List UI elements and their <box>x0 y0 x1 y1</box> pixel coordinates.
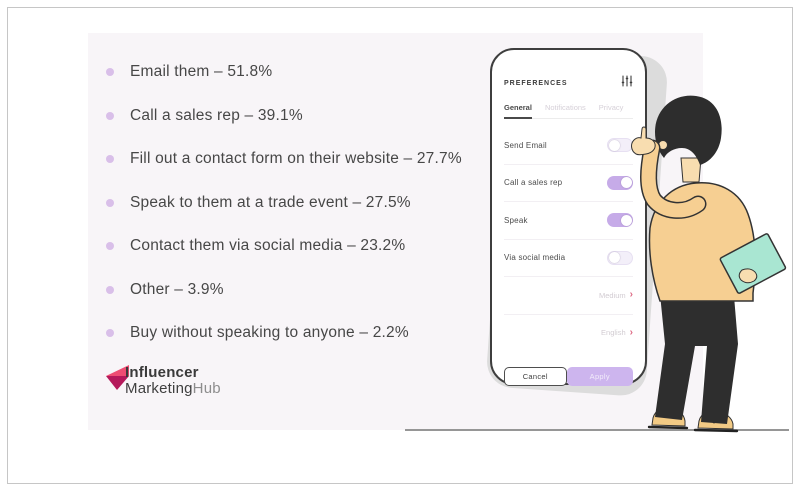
bullet-dot-icon <box>106 285 114 294</box>
ground-line <box>405 429 789 431</box>
stat-list: Email them – 51.8% Call a sales rep – 39… <box>106 63 462 369</box>
neck <box>680 157 702 183</box>
toggle-knob <box>620 214 632 226</box>
toggle-knob <box>609 139 620 151</box>
bullet-dot-icon <box>106 68 114 76</box>
outer-border <box>7 7 793 484</box>
logo-arrow-icon <box>102 363 130 396</box>
phone-header: PREFERENCES <box>504 74 633 92</box>
row-call-sales-rep: Call a sales rep <box>504 165 633 202</box>
bullet-dot-icon <box>106 155 114 163</box>
list-item-label: Buy without speaking to anyone – 2.2% <box>130 324 409 341</box>
row-label: Call a sales rep <box>504 178 563 188</box>
logo-hub: Hub <box>192 380 221 398</box>
list-item: Speak to them at a trade event – 27.5% <box>106 193 462 211</box>
bullet-dot-icon <box>106 242 114 250</box>
apply-button[interactable]: Apply <box>566 367 633 386</box>
list-item: Fill out a contact form on their website… <box>106 150 462 167</box>
list-item: Call a sales rep – 39.1% <box>106 106 462 124</box>
speak-toggle[interactable] <box>607 213 633 228</box>
list-item-label: Speak to them at a trade event – 27.5% <box>130 193 411 211</box>
preferences-phone: PREFERENCES General Notifications Privac… <box>490 48 647 386</box>
bullet-dot-icon <box>106 111 114 120</box>
row-via-social-media: Via social media <box>504 240 633 277</box>
preferences-title: PREFERENCES <box>504 79 568 87</box>
person-illustration <box>631 95 787 433</box>
chevron-right-icon: › <box>629 289 633 301</box>
row-label: Speak <box>504 215 528 225</box>
list-item-label: Email them – 51.8% <box>130 63 273 80</box>
hair <box>655 95 722 165</box>
via-social-media-toggle[interactable] <box>607 250 633 265</box>
bullet-dot-icon <box>106 329 114 337</box>
right-hand <box>738 268 758 284</box>
send-email-toggle[interactable] <box>607 138 633 153</box>
sliders-filter-icon[interactable] <box>621 74 633 92</box>
pointing-arm <box>641 141 705 218</box>
logo-text: Influencer MarketingHub <box>125 364 221 397</box>
select-value: Medium <box>598 290 626 300</box>
row-medium-select[interactable]: Medium › <box>504 277 633 315</box>
phone-tabs: General Notifications Privacy <box>504 103 633 119</box>
tab-privacy[interactable]: Privacy <box>598 103 624 112</box>
pants <box>655 294 738 424</box>
tab-notifications[interactable]: Notifications <box>544 103 586 112</box>
cancel-button[interactable]: Cancel <box>504 367 567 386</box>
logo-line2: MarketingHub <box>125 381 221 397</box>
list-item-label: Contact them via social media – 23.2% <box>130 237 406 254</box>
phone-buttons: Cancel Apply <box>504 367 633 386</box>
list-item: Buy without speaking to anyone – 2.2% <box>106 324 462 341</box>
list-item: Other – 3.9% <box>106 280 462 298</box>
call-sales-rep-toggle[interactable] <box>607 175 633 190</box>
row-send-email: Send Email <box>504 127 633 165</box>
row-english-select[interactable]: English › <box>504 315 633 352</box>
toggle-knob <box>609 252 620 264</box>
list-item: Email them – 51.8% <box>106 63 462 80</box>
bullet-dot-icon <box>106 198 114 207</box>
list-item: Contact them via social media – 23.2% <box>106 237 462 254</box>
row-label: Via social media <box>504 253 566 263</box>
row-label: Send Email <box>504 140 547 150</box>
pointing-hand <box>631 126 656 156</box>
chevron-right-icon: › <box>629 326 633 338</box>
list-item-label: Call a sales rep – 39.1% <box>130 106 303 124</box>
select-value: English <box>601 328 626 338</box>
influencer-marketinghub-logo: Influencer MarketingHub <box>102 363 221 397</box>
list-item-label: Fill out a contact form on their website… <box>130 150 462 167</box>
logo-marketing: Marketing <box>125 380 193 398</box>
list-item-label: Other – 3.9% <box>130 280 224 298</box>
book <box>719 233 787 294</box>
tab-general[interactable]: General <box>504 103 532 119</box>
logo-line1: Influencer <box>125 364 199 381</box>
toggle-knob <box>620 177 632 189</box>
phone-rows: Send Email Call a sales rep Speak Via so… <box>504 127 633 351</box>
row-speak: Speak <box>504 202 633 240</box>
